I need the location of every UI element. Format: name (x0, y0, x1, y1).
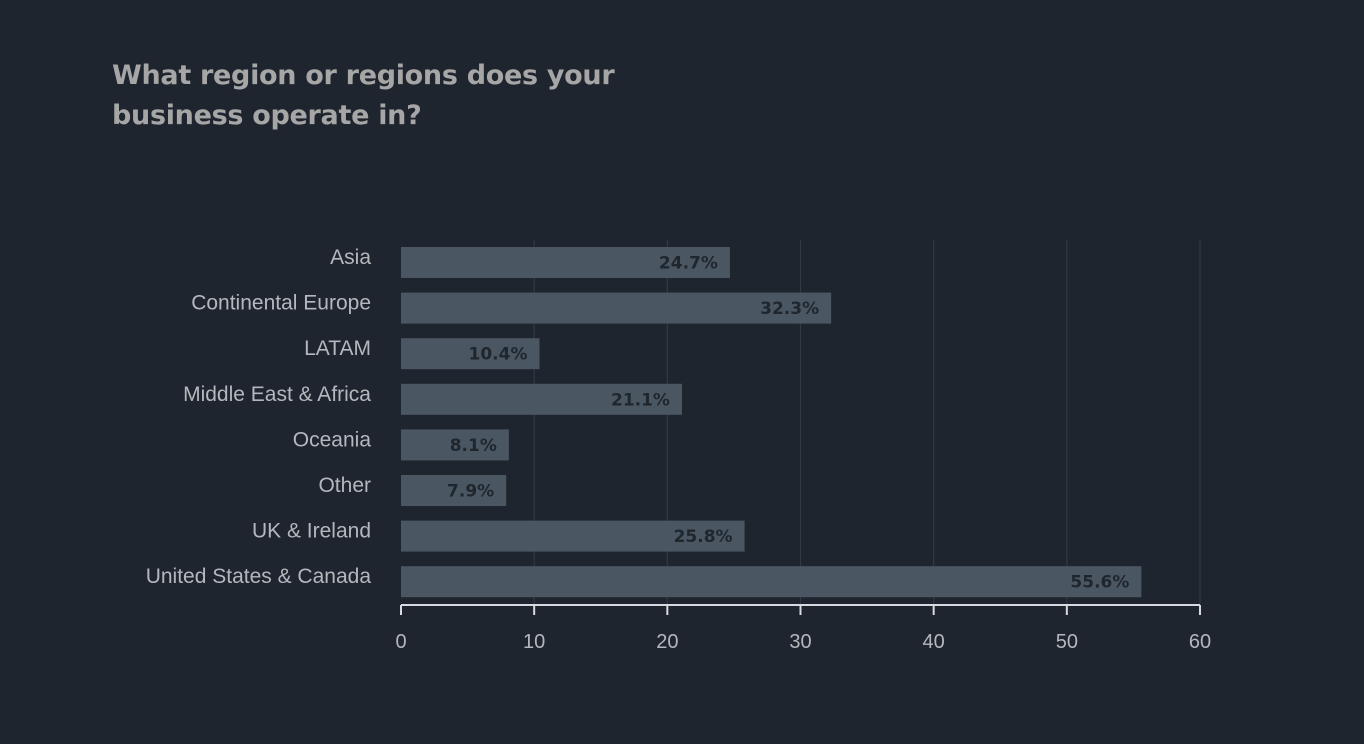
category-label: Middle East & Africa (183, 383, 371, 406)
category-label: LATAM (304, 337, 371, 360)
x-tick-label: 10 (523, 631, 545, 653)
data-label: 10.4% (469, 345, 528, 365)
x-tick-label: 20 (656, 631, 678, 653)
bar (401, 429, 509, 461)
category-label: Oceania (293, 428, 372, 451)
bar (401, 247, 730, 278)
x-tick-label: 60 (1189, 631, 1211, 653)
data-label: 7.9% (447, 482, 494, 502)
chart-title: What region or regions does your busines… (112, 60, 615, 131)
bar (401, 383, 682, 415)
bar (401, 566, 1142, 598)
x-tick-label: 30 (789, 631, 811, 653)
data-label: 55.6% (1070, 573, 1129, 593)
bar (401, 338, 540, 370)
bar (401, 292, 832, 324)
data-label: 24.7% (659, 254, 718, 274)
bar (401, 520, 745, 552)
data-label: 8.1% (450, 436, 497, 456)
data-label: 32.3% (760, 299, 819, 319)
bar (401, 475, 507, 506)
data-label: 25.8% (674, 527, 733, 547)
x-tick-label: 40 (923, 631, 945, 653)
category-label: Other (318, 474, 371, 497)
category-label: UK & Ireland (252, 520, 371, 543)
category-label: United States & Canada (146, 565, 372, 588)
x-tick-label: 0 (395, 631, 406, 653)
x-tick-label: 50 (1056, 631, 1078, 653)
category-label: Continental Europe (191, 292, 371, 315)
data-label: 21.1% (611, 390, 670, 410)
category-label: Asia (330, 246, 371, 269)
